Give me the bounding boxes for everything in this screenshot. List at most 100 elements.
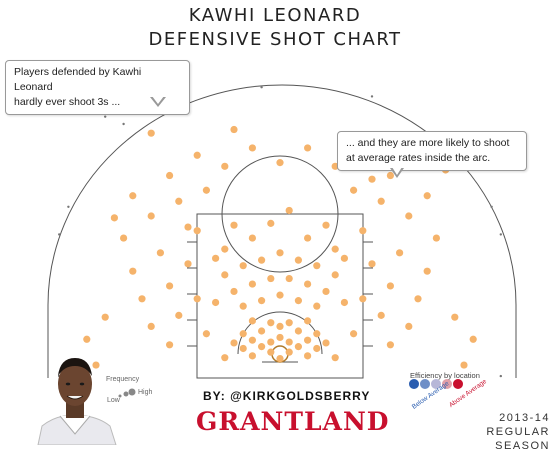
shot-point xyxy=(156,249,164,257)
shot-point xyxy=(304,234,312,242)
shot-point xyxy=(147,129,155,137)
annotation-right-line-2: at average rates inside the arc. xyxy=(346,152,491,164)
shot-point xyxy=(331,245,339,253)
low-frequency-point xyxy=(122,122,125,126)
shot-point xyxy=(267,348,275,356)
shot-point xyxy=(230,339,238,347)
shot-point xyxy=(304,317,312,325)
shot-point xyxy=(359,227,367,235)
shot-point xyxy=(193,151,201,159)
shot-point xyxy=(248,280,256,288)
shot-point xyxy=(248,234,256,242)
season-line-1: 2013-14 xyxy=(499,412,550,424)
legend-efficiency-dot xyxy=(431,379,441,389)
three-point-line xyxy=(47,84,517,378)
player-photo xyxy=(37,358,117,445)
shot-point xyxy=(396,249,404,257)
shot-point xyxy=(285,274,293,283)
shot-point xyxy=(258,297,266,305)
shot-point xyxy=(110,214,118,222)
shot-point xyxy=(120,234,128,242)
shot-point xyxy=(221,354,229,362)
shot-point xyxy=(276,322,284,330)
shot-point xyxy=(258,256,266,264)
low-frequency-point xyxy=(499,233,502,236)
shot-point xyxy=(386,341,394,349)
shot-point xyxy=(386,282,394,290)
shot-point xyxy=(267,338,275,346)
shot-point xyxy=(147,212,155,220)
shot-point xyxy=(248,352,256,360)
shot-point xyxy=(147,322,155,330)
shot-point xyxy=(184,260,192,268)
shot-point xyxy=(239,330,247,338)
shot-point xyxy=(377,311,385,319)
shot-point xyxy=(166,341,174,349)
shot-point xyxy=(350,330,358,338)
shot-point xyxy=(276,249,284,257)
annotation-right: ... and they are more likely to shoot at… xyxy=(337,131,527,171)
shot-point xyxy=(285,319,293,327)
shot-point xyxy=(221,245,229,253)
shot-point xyxy=(83,335,91,343)
shot-point xyxy=(202,186,210,194)
legend-frequency-dot xyxy=(118,394,122,398)
shot-point xyxy=(248,317,256,325)
legend-efficiency-dot xyxy=(409,379,419,389)
shot-point xyxy=(285,348,293,356)
shot-point xyxy=(340,254,348,262)
legend-efficiency-label: Efficiency by location xyxy=(410,371,480,380)
low-frequency-point xyxy=(67,205,70,208)
shot-point xyxy=(285,206,293,215)
shot-point xyxy=(423,192,431,200)
shot-point xyxy=(276,159,284,167)
shot-point xyxy=(248,336,256,344)
shot-point xyxy=(331,354,339,362)
low-frequency-point xyxy=(490,205,493,208)
shot-point xyxy=(405,212,413,220)
legend-low-label: Low xyxy=(107,397,120,404)
season-line-2: REGULAR SEASON xyxy=(486,426,550,452)
author-credit: BY: @KIRKGOLDSBERRY xyxy=(203,389,371,403)
shot-point xyxy=(230,221,238,229)
title-line-1: KAWHI LEONARD xyxy=(188,5,362,26)
shot-point xyxy=(368,260,376,268)
brand-logo-text: GRANTLAND xyxy=(196,407,390,436)
low-frequency-point xyxy=(58,233,61,236)
shot-point xyxy=(304,336,312,344)
shot-point xyxy=(276,355,284,363)
shot-point xyxy=(368,175,376,183)
shot-point xyxy=(92,361,100,369)
legend-frequency-dot xyxy=(123,391,129,397)
shot-point xyxy=(359,295,367,303)
legend-efficiency-dot xyxy=(453,379,463,389)
shot-point xyxy=(377,197,385,205)
annotation-left-line-1: Players defended by Kawhi Leonard xyxy=(14,66,142,93)
title-line-2: DEFENSIVE SHOT CHART xyxy=(148,29,402,50)
shot-point xyxy=(322,287,330,296)
annotation-right-pointer-inner xyxy=(392,167,402,175)
shot-point xyxy=(276,333,284,342)
shot-point xyxy=(138,295,146,303)
shot-point xyxy=(313,330,321,338)
shot-point xyxy=(267,274,275,283)
shot-point xyxy=(239,344,247,353)
shot-point xyxy=(294,256,302,264)
legend-high-label: High xyxy=(138,389,153,396)
shot-point xyxy=(101,313,109,321)
season-label: 2013-14 REGULAR SEASON xyxy=(452,411,550,453)
legend-efficiency-dot xyxy=(442,379,452,389)
shot-point xyxy=(248,144,256,152)
shot-point xyxy=(129,192,137,200)
shot-point xyxy=(212,254,220,262)
shot-point xyxy=(322,339,330,347)
shot-point xyxy=(175,311,183,319)
shot-point xyxy=(221,271,229,279)
shot-point xyxy=(294,297,302,305)
shot-point xyxy=(166,171,174,180)
shot-point xyxy=(313,262,321,270)
shot-point xyxy=(469,335,477,343)
shot-point xyxy=(175,197,183,205)
chart-title: KAWHI LEONARD DEFENSIVE SHOT CHART xyxy=(0,4,550,52)
